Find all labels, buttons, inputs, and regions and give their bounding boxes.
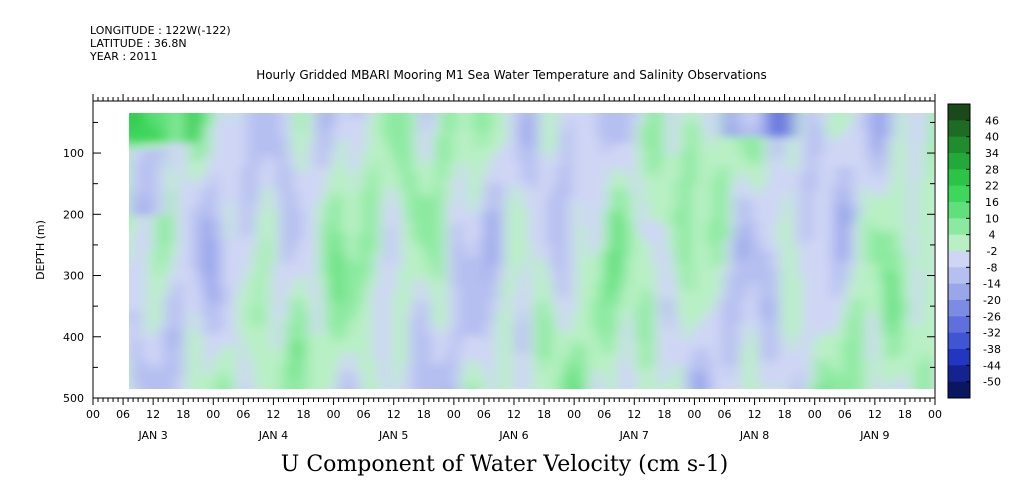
x-hour-label: 00 — [567, 408, 581, 421]
x-hour-label: 06 — [477, 408, 491, 421]
heatmap-field — [129, 113, 934, 389]
colorbar-label: -8 — [987, 261, 998, 274]
colorbar-label: -26 — [983, 310, 1001, 323]
x-hour-label: 12 — [748, 408, 762, 421]
x-hour-label: 06 — [597, 408, 611, 421]
x-hour-label: 06 — [116, 408, 130, 421]
colorbar-label: -2 — [987, 245, 998, 258]
colorbar-label: 16 — [985, 196, 999, 209]
colorbar-swatch — [948, 202, 970, 219]
x-hour-label: 06 — [357, 408, 371, 421]
x-hour-label: 18 — [537, 408, 551, 421]
x-hour-label: 18 — [657, 408, 671, 421]
colorbar-label: -50 — [983, 376, 1001, 389]
colorbar-swatch — [948, 218, 970, 236]
x-hour-label: 18 — [778, 408, 792, 421]
x-hour-label: 00 — [206, 408, 220, 421]
x-day-label: JAN 7 — [619, 429, 649, 442]
colorbar-swatch — [948, 234, 970, 252]
colorbar-label: -14 — [983, 278, 1001, 291]
x-day-label: JAN 6 — [498, 429, 528, 442]
colorbar-swatch — [948, 104, 970, 121]
longitude-label: LONGITUDE : 122W(-122) — [90, 24, 231, 37]
colorbar-label: 28 — [985, 163, 999, 176]
colorbar-swatch — [948, 185, 970, 203]
colorbar-swatch — [948, 283, 970, 301]
y-tick-label: 300 — [63, 270, 84, 283]
x-hour-label: 12 — [868, 408, 882, 421]
colorbar-label: 22 — [985, 180, 999, 193]
colorbar-label: -20 — [983, 294, 1001, 307]
colorbar-swatch — [948, 169, 970, 187]
y-tick-label: 200 — [63, 208, 84, 221]
colorbar-swatch — [948, 349, 970, 366]
colorbar-swatch — [948, 316, 970, 334]
x-day-label: JAN 5 — [378, 429, 408, 442]
colorbar-swatch — [948, 267, 970, 285]
colorbar-label: -38 — [983, 343, 1001, 356]
x-day-label: JAN 8 — [739, 429, 769, 442]
x-day-label: JAN 3 — [137, 429, 167, 442]
x-hour-label: 18 — [417, 408, 431, 421]
colorbar-swatch — [948, 332, 970, 350]
colorbar-label: -44 — [983, 359, 1001, 372]
colorbar-label: 4 — [989, 229, 996, 242]
x-hour-label: 00 — [86, 408, 100, 421]
colorbar-swatch — [948, 381, 970, 399]
colorbar: 46 40 34 28 22 16 10 4 -2 -8 -14 -20 -26 -32 -38 -44 -50 — [947, 103, 1001, 399]
y-tick-label: 500 — [63, 392, 84, 405]
colorbar-label: 46 — [985, 114, 999, 127]
x-hour-label: 06 — [236, 408, 250, 421]
colorbar-swatch — [948, 120, 970, 138]
axes: 00 06 12 18 00 06 12 18 00 06 12 18 00 06 12 18 00 06 12 18… — [63, 94, 942, 442]
x-hour-label: 00 — [928, 408, 942, 421]
colorbar-swatch — [948, 300, 970, 317]
colorbar-label: 10 — [985, 212, 999, 225]
x-hour-label: 18 — [898, 408, 912, 421]
x-day-label: JAN 9 — [859, 429, 889, 442]
latitude-label: LATITUDE : 36.8N — [90, 37, 187, 50]
x-hour-label: 12 — [266, 408, 280, 421]
chart-title: Hourly Gridded MBARI Mooring M1 Sea Wate… — [256, 68, 767, 82]
x-hour-label: 18 — [176, 408, 190, 421]
colorbar-swatch — [948, 136, 970, 154]
year-label: YEAR : 2011 — [90, 50, 158, 63]
x-hour-label: 06 — [718, 408, 732, 421]
x-hour-label: 12 — [627, 408, 641, 421]
x-hour-label: 00 — [808, 408, 822, 421]
y-tick-label: 400 — [63, 331, 84, 344]
x-hour-label: 06 — [838, 408, 852, 421]
x-hour-label: 00 — [327, 408, 341, 421]
x-hour-label: 00 — [687, 408, 701, 421]
y-axis-label: DEPTH (m) — [34, 220, 47, 280]
x-day-label: JAN 4 — [258, 429, 288, 442]
colorbar-swatch — [948, 153, 970, 170]
x-hour-label: 12 — [146, 408, 160, 421]
heatmap-cells — [129, 113, 934, 389]
colorbar-label: 40 — [985, 131, 999, 144]
colorbar-label: -32 — [983, 327, 1001, 340]
colorbar-swatch — [948, 251, 970, 268]
x-hour-label: 12 — [507, 408, 521, 421]
colorbar-label: 34 — [985, 147, 999, 160]
x-hour-label: 00 — [447, 408, 461, 421]
variable-label: U Component of Water Velocity (cm s-1) — [280, 452, 729, 477]
y-tick-label: 100 — [63, 147, 84, 160]
x-hour-label: 18 — [297, 408, 311, 421]
colorbar-swatch — [948, 365, 970, 383]
x-hour-label: 12 — [387, 408, 401, 421]
